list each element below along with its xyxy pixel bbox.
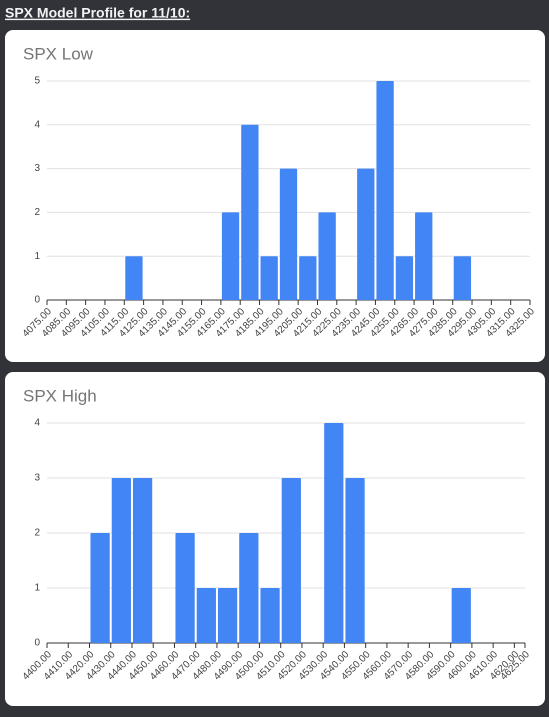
bar <box>281 478 301 643</box>
bar <box>90 533 110 643</box>
bar <box>241 124 259 300</box>
bar <box>318 212 336 300</box>
y-tick-label: 2 <box>34 528 40 539</box>
bar <box>376 81 394 300</box>
y-tick-label: 1 <box>34 583 40 594</box>
bar <box>175 533 195 643</box>
y-tick-label: 1 <box>34 251 40 262</box>
chart-title: SPX High <box>23 386 97 405</box>
bar <box>324 423 344 643</box>
bar <box>415 212 433 300</box>
y-tick-label: 0 <box>34 295 40 306</box>
bar <box>239 533 259 643</box>
bar <box>111 478 131 643</box>
chart-title: SPX Low <box>23 44 94 63</box>
y-tick-label: 4 <box>34 119 40 130</box>
bar <box>357 168 375 300</box>
y-tick-label: 3 <box>34 473 40 484</box>
bar <box>217 588 238 643</box>
bar <box>260 588 280 643</box>
bar <box>453 256 472 300</box>
bar <box>345 478 365 643</box>
y-tick-label: 4 <box>34 418 40 429</box>
bar <box>125 256 143 300</box>
y-tick-label: 5 <box>34 76 40 87</box>
y-tick-label: 0 <box>34 638 40 649</box>
bar <box>279 168 298 300</box>
bar <box>299 256 317 300</box>
y-tick-label: 3 <box>34 163 40 174</box>
bar <box>221 212 240 300</box>
bar <box>395 256 414 300</box>
heading: SPX Model Profile for 11/10: <box>5 5 190 21</box>
bar <box>260 256 278 300</box>
bar <box>451 588 471 643</box>
y-tick-label: 2 <box>34 207 40 218</box>
bar <box>132 478 153 643</box>
bar <box>196 588 216 643</box>
